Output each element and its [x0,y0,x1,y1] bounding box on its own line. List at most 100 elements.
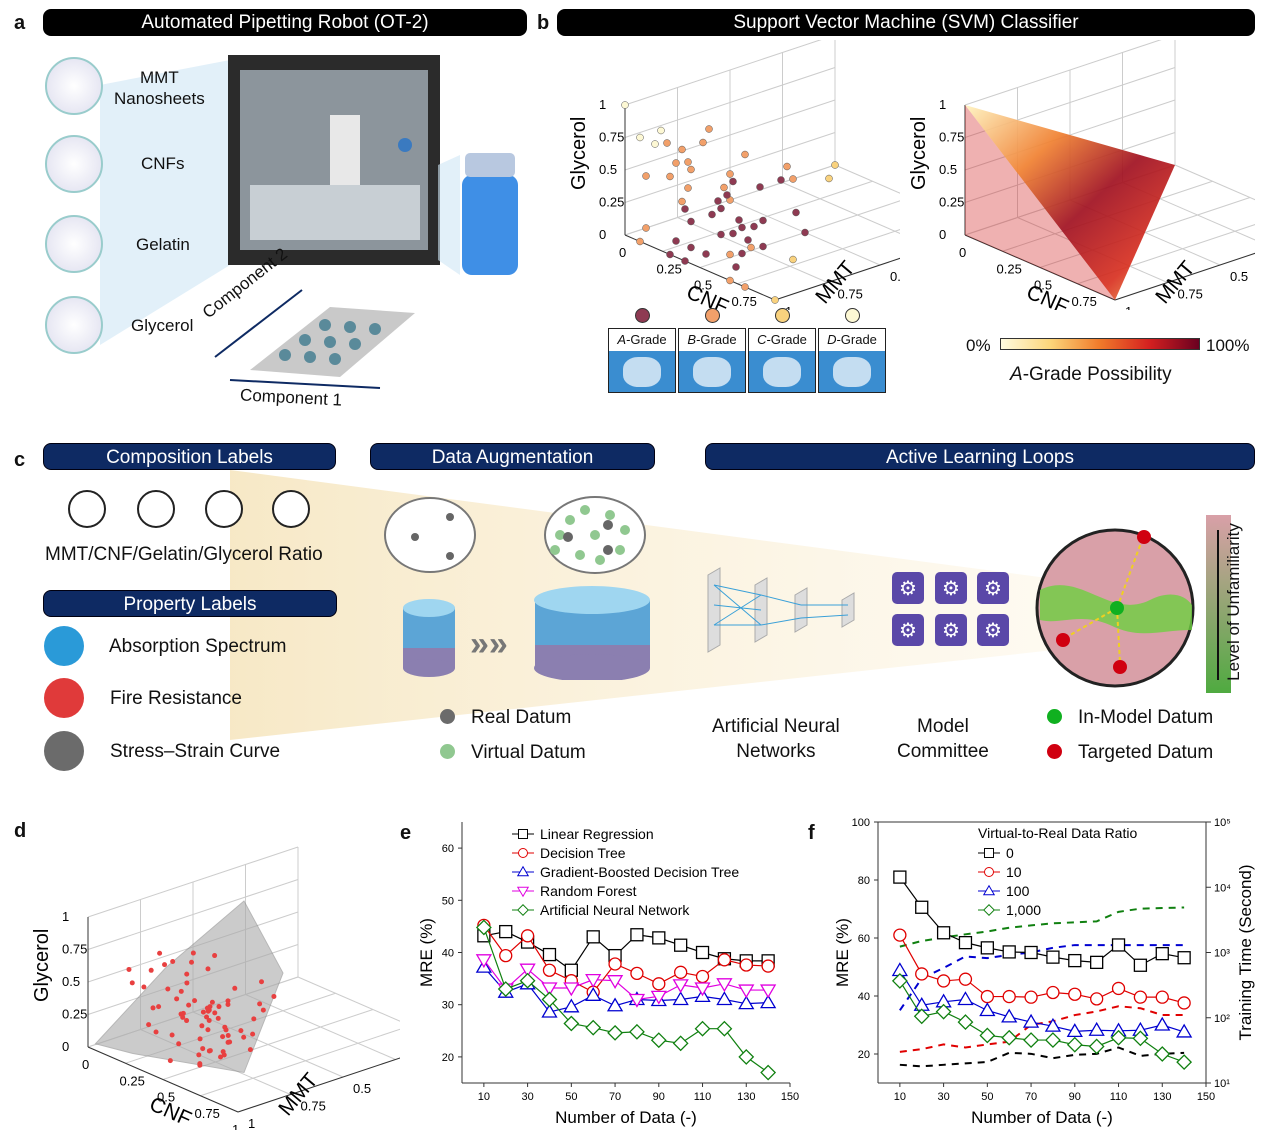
y-axis-title: MRE (%) [417,918,436,987]
data-marker [631,929,643,941]
legend-label: 0 [1006,845,1014,861]
data-point [748,244,755,251]
panel-label-a: a [14,12,25,35]
data-point [739,224,746,231]
real-datum-label: Real Datum [471,707,571,729]
colorbar-min: 0% [966,336,991,356]
data-marker [653,932,665,944]
y2-tick-label: 10² [1214,1013,1230,1025]
data-point [157,951,162,956]
data-point [201,1010,206,1015]
property-label: Absorption Spectrum [109,636,286,658]
glycerol-icon [45,296,103,354]
mmt-icon [68,490,106,528]
data-point [156,1004,161,1009]
data-marker [739,985,753,997]
data-marker [1091,956,1103,968]
sample-photo [749,351,815,392]
property-labels-title: Property Labels [43,590,337,617]
panel-a-title: Automated Pipetting Robot (OT-2) [43,9,527,36]
data-point [790,176,797,183]
data-marker [980,1028,994,1042]
data-point [130,980,135,985]
data-point [180,1015,185,1020]
data-point [772,297,779,304]
cnf-icon [137,490,175,528]
glycerol-icon [272,490,310,528]
grade-label: D-Grade [819,329,885,351]
data-point [724,192,731,199]
legend-entry: Decision Tree [512,845,626,861]
feasible-region-surface [96,901,284,1073]
data-point [189,960,194,965]
legend-entry: 1,000 [978,902,1041,918]
data-point [251,1016,256,1021]
data-marker [985,868,994,877]
ann-and-committee-icons: ⚙ ⚙ ⚙⚙ ⚙ ⚙ [700,560,1030,660]
data-point [730,230,737,237]
mmt-nanosheets-icon [45,57,103,115]
sample-photo [819,351,885,392]
data-marker [1134,991,1146,1003]
data-marker [959,937,971,949]
data-point [199,1023,204,1028]
data-point [204,1014,209,1019]
data-marker [717,1022,731,1036]
legend-label: Gradient-Boosted Decision Tree [540,864,739,880]
data-marker [1090,1039,1104,1053]
colorbar-max: 100% [1206,336,1249,356]
x-tick-label: 0.75 [195,1106,220,1121]
bottle-cap [465,153,515,177]
data-point [170,1032,175,1037]
in-model-label: In-Model Datum [1078,707,1213,729]
data-marker [587,931,599,943]
data-point [225,998,230,1003]
grade-marker [705,308,720,323]
data-marker [697,971,709,983]
data-marker [519,830,528,839]
data-point [250,1032,255,1037]
y2-tick-label: 10⁵ [1214,817,1231,829]
data-point [685,185,692,192]
sample-photo [609,351,675,392]
data-point [179,989,184,994]
data-point [733,264,740,271]
bottle-icon [462,175,518,275]
data-marker [543,949,555,961]
data-point [168,1058,173,1063]
data-point [141,985,146,990]
x-tick-label: 150 [1197,1091,1215,1103]
data-marker [631,967,643,979]
data-marker [1156,948,1168,960]
data-marker [477,955,491,967]
legend-label: Artificial Neural Network [540,902,690,918]
cnfs-icon [45,135,103,193]
data-marker [1003,991,1015,1003]
data-point [778,177,785,184]
y-tick-label: 0.5 [1230,269,1248,284]
x-tick-label: 150 [781,1091,799,1103]
data-marker [1134,959,1146,971]
data-marker [1068,1038,1082,1052]
data-marker [1155,1047,1169,1061]
y-tick-label: 0.5 [353,1081,371,1096]
data-point [652,141,659,148]
unfamiliarity-label: Level of Unfamiliarity [1224,522,1244,682]
data-marker [1047,987,1059,999]
svg-text:⚙: ⚙ [899,620,917,642]
x-tick-label: 30 [521,1091,533,1103]
data-point [226,1040,231,1045]
x-tick-label: 130 [737,1091,755,1103]
svg-text:⚙: ⚙ [942,578,960,600]
data-marker [1155,1018,1169,1030]
colorbar-title: A-Grade Possibility [1010,364,1172,386]
composition-text: MMT/CNF/Gelatin/Glycerol Ratio [45,544,323,566]
data-point [802,229,809,236]
data-point [784,163,791,170]
material-label: Glycerol [131,316,193,336]
y-tick-label: 30 [442,1000,454,1012]
data-point [664,140,671,147]
data-point [760,217,767,224]
data-point [688,218,695,225]
robot-deck [250,185,420,240]
